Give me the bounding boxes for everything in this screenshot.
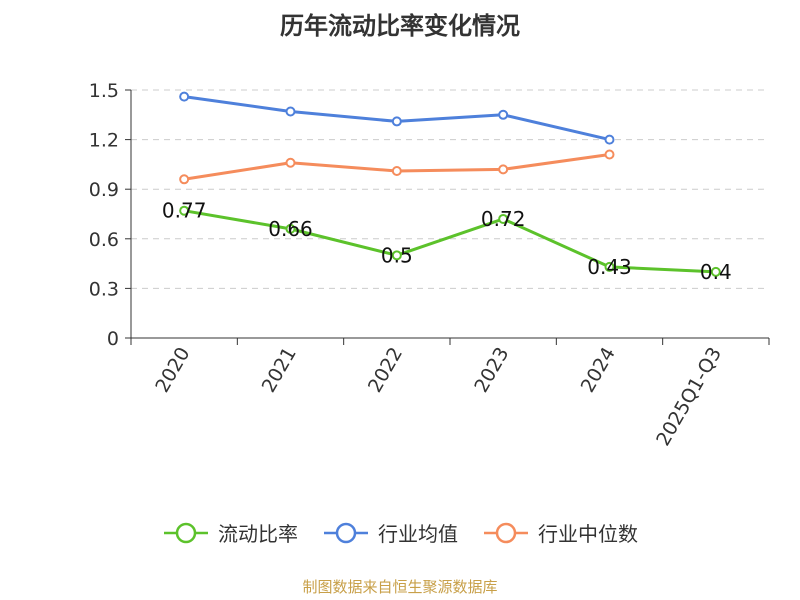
legend-line-marker-icon: [164, 522, 208, 543]
data-label: 0.66: [268, 217, 313, 241]
y-tick-label: 0: [107, 328, 119, 350]
x-tick-label: 2020: [151, 344, 194, 397]
data-point: [391, 166, 402, 177]
data-point: [710, 266, 721, 277]
legend-item[interactable]: 流动比率: [162, 518, 298, 547]
data-label: 0.5: [381, 243, 413, 267]
data-point: [179, 174, 190, 185]
legend-item[interactable]: 行业均值: [322, 518, 458, 547]
data-point: [391, 116, 402, 127]
data-point: [285, 223, 296, 234]
series-line: [183, 209, 716, 274]
data-point: [391, 250, 402, 261]
legend-line-marker-icon: [484, 522, 528, 543]
data-point: [498, 109, 509, 120]
chart-legend: 流动比率 行业均值 行业中位数: [0, 518, 800, 547]
legend-line-marker-icon: [324, 522, 368, 543]
x-tick-label: 2025Q1-Q3: [652, 344, 726, 450]
legend-item[interactable]: 行业中位数: [482, 518, 638, 547]
x-tick-label: 2024: [577, 344, 620, 397]
y-tick-label: 0.9: [89, 179, 119, 201]
data-point: [179, 205, 190, 216]
data-label: 0.4: [700, 260, 732, 284]
data-point: [498, 164, 509, 175]
line-chart: 0 0.3 0.6 0.9 1.2 1.5 2020 2021 2022 2023 2024 2025…: [89, 80, 770, 450]
data-point: [285, 106, 296, 117]
y-tick-label: 1.2: [89, 130, 119, 152]
data-point: [179, 91, 190, 102]
y-tick-label: 0.3: [89, 278, 119, 300]
data-point: [285, 157, 296, 168]
data-point: [498, 213, 509, 224]
data-label: 0.72: [481, 207, 526, 231]
legend-label: 流动比率: [218, 522, 298, 546]
data-source-note: 制图数据来自恒生聚源数据库: [302, 578, 498, 596]
chart-title: 历年流动比率变化情况: [280, 12, 520, 40]
y-tick-label: 0.6: [89, 229, 119, 251]
x-tick-label: 2021: [258, 344, 301, 397]
x-tick-label: 2023: [470, 343, 513, 396]
data-point: [604, 134, 615, 145]
x-tick-label: 2022: [364, 344, 407, 397]
y-tick-label: 1.5: [89, 80, 119, 102]
data-point: [604, 149, 615, 160]
data-label: 0.77: [162, 199, 207, 223]
data-label: 0.43: [587, 255, 632, 279]
data-point: [604, 261, 615, 272]
legend-label: 行业中位数: [538, 522, 638, 546]
legend-label: 行业均值: [378, 522, 458, 546]
